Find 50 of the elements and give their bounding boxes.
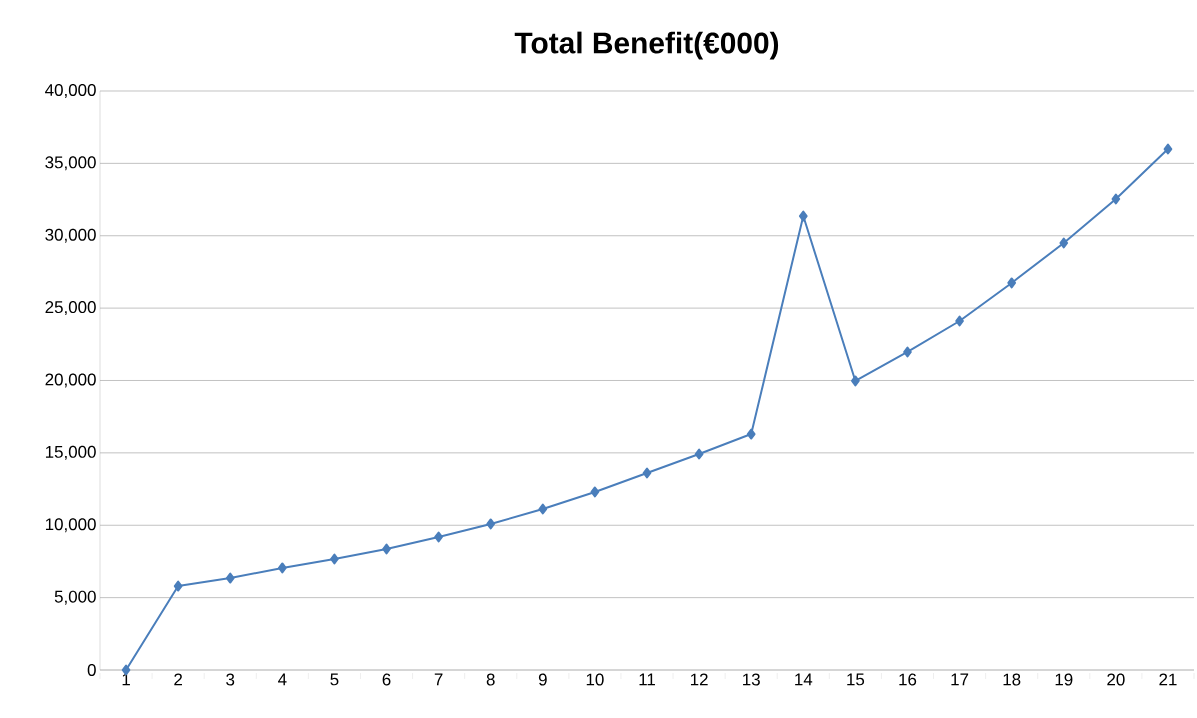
y-tick-label: 35,000 bbox=[45, 156, 96, 171]
point bbox=[277, 562, 287, 574]
y-tick-label: 25,000 bbox=[45, 301, 96, 316]
x-tick-label: 17 bbox=[951, 673, 969, 686]
x-tick-label: 3 bbox=[226, 673, 235, 686]
point bbox=[225, 572, 235, 584]
x-tick-label: 14 bbox=[795, 673, 813, 686]
point bbox=[590, 486, 600, 498]
y-tick-label: 20,000 bbox=[45, 373, 96, 388]
x-tick-label: 7 bbox=[434, 673, 443, 686]
x-tick-label: 6 bbox=[382, 673, 391, 686]
point bbox=[851, 375, 860, 387]
y-tick-label: 15,000 bbox=[45, 445, 96, 460]
x-tick-label: 4 bbox=[278, 673, 287, 686]
y-tick-label: 30,000 bbox=[45, 228, 96, 243]
x-tick-label: 15 bbox=[847, 673, 865, 686]
y-tick-label: 0 bbox=[87, 664, 96, 676]
x-tick-label: 12 bbox=[690, 673, 708, 686]
y-tick-label: 40,000 bbox=[45, 83, 96, 98]
point bbox=[903, 346, 912, 358]
x-tick-label: 13 bbox=[743, 673, 760, 686]
point bbox=[642, 467, 652, 479]
y-tick-label: 10,000 bbox=[45, 518, 96, 533]
point bbox=[330, 553, 339, 565]
point bbox=[955, 315, 964, 327]
point bbox=[382, 543, 391, 555]
x-tick-label: 18 bbox=[1003, 673, 1021, 686]
point bbox=[1163, 143, 1173, 155]
x-tick-label: 19 bbox=[1055, 673, 1073, 686]
point bbox=[1111, 193, 1121, 205]
point bbox=[486, 518, 496, 530]
point bbox=[1059, 237, 1069, 249]
chart-title: Total Benefit(€000) bbox=[514, 31, 779, 60]
point bbox=[538, 503, 548, 515]
point bbox=[1007, 277, 1017, 289]
x-tick-label: 9 bbox=[538, 673, 547, 686]
point bbox=[798, 210, 808, 222]
x-tick-label: 5 bbox=[330, 673, 339, 686]
point bbox=[694, 448, 704, 460]
x-tick-label: 21 bbox=[1159, 673, 1177, 686]
x-tick-label: 11 bbox=[639, 673, 655, 686]
y-tick-label: 5,000 bbox=[54, 590, 96, 605]
x-tick-label: 2 bbox=[174, 673, 182, 686]
x-tick-label: 20 bbox=[1107, 673, 1125, 686]
point bbox=[173, 580, 183, 592]
point bbox=[434, 531, 443, 543]
x-tick-label: 16 bbox=[899, 673, 917, 686]
point bbox=[746, 428, 756, 440]
x-tick-label: 10 bbox=[586, 673, 604, 686]
x-tick-label: 8 bbox=[486, 673, 495, 686]
